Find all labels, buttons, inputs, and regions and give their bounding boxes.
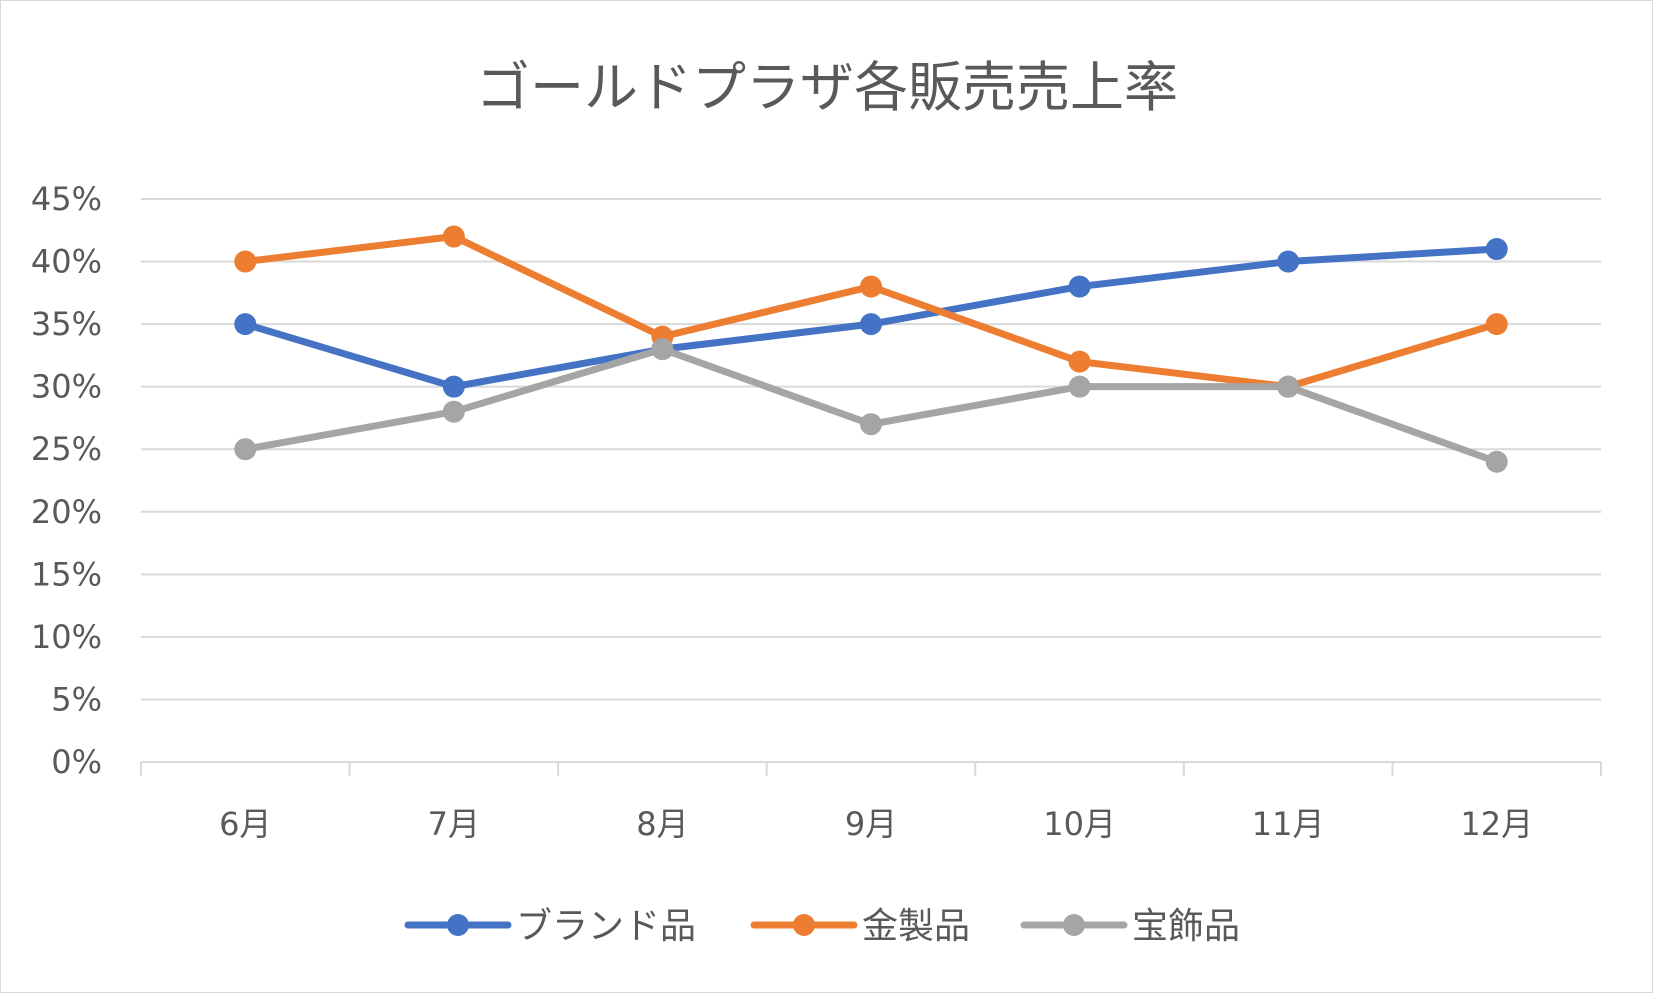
series-lines <box>234 225 1508 473</box>
legend[interactable]: ブランド品 金製品 宝飾品 <box>404 906 1240 947</box>
data-point[interactable] <box>651 338 674 361</box>
data-point[interactable] <box>1277 250 1300 273</box>
legend-item[interactable]: ブランド品 <box>404 906 696 947</box>
y-tick-label: 0% <box>51 743 102 781</box>
data-point[interactable] <box>860 275 882 298</box>
series-3 <box>234 338 1508 473</box>
data-point[interactable] <box>442 225 465 248</box>
x-axis-tick-labels: 6月 7月 8月 9月 10月 11月 12月 <box>219 805 1533 843</box>
x-tick-label: 12月 <box>1460 805 1533 843</box>
chart-title: ゴールドプラザ各販売売上率 <box>476 56 1178 119</box>
legend-label: 宝飾品 <box>1132 906 1240 947</box>
legend-marker <box>1063 914 1085 936</box>
y-tick-label: 25% <box>31 430 102 468</box>
data-point[interactable] <box>234 313 257 336</box>
data-point[interactable] <box>442 400 465 423</box>
y-tick-label: 15% <box>31 555 102 593</box>
x-tick-label: 10月 <box>1043 805 1116 843</box>
series-2 <box>234 225 1508 398</box>
data-point[interactable] <box>1277 375 1300 398</box>
y-tick-label: 20% <box>31 493 102 531</box>
y-tick-label: 10% <box>31 618 102 656</box>
x-tick-label: 11月 <box>1252 805 1325 843</box>
data-point[interactable] <box>1068 375 1091 398</box>
x-tick-label: 7月 <box>428 805 480 843</box>
legend-item[interactable]: 金製品 <box>750 906 970 947</box>
y-tick-label: 45% <box>31 180 102 218</box>
x-tick-label: 6月 <box>219 805 271 843</box>
legend-label: 金製品 <box>862 906 970 947</box>
legend-marker <box>793 914 815 936</box>
data-point[interactable] <box>860 313 882 336</box>
x-tick-label: 8月 <box>636 805 688 843</box>
legend-label: ブランド品 <box>516 906 696 947</box>
x-axis <box>140 761 1602 776</box>
y-axis-tick-labels: 0% 5% 10% 15% 20% 25% 30% 35% 40% 45% <box>31 180 102 781</box>
legend-item[interactable]: 宝飾品 <box>1020 906 1240 947</box>
data-point[interactable] <box>1485 313 1508 336</box>
y-tick-label: 40% <box>31 243 102 281</box>
data-point[interactable] <box>1068 350 1091 373</box>
gridlines <box>141 198 1601 701</box>
series-line <box>241 345 1501 466</box>
data-point[interactable] <box>442 375 465 398</box>
data-point[interactable] <box>860 413 882 436</box>
x-tick-label: 9月 <box>845 805 897 843</box>
data-point[interactable] <box>1068 275 1091 298</box>
legend-marker <box>447 914 469 936</box>
y-tick-label: 5% <box>51 680 102 718</box>
data-point[interactable] <box>1485 450 1508 473</box>
data-point[interactable] <box>234 438 257 461</box>
data-point[interactable] <box>234 250 257 273</box>
y-tick-label: 30% <box>31 368 102 406</box>
y-tick-label: 35% <box>31 305 102 343</box>
data-point[interactable] <box>1485 238 1508 261</box>
